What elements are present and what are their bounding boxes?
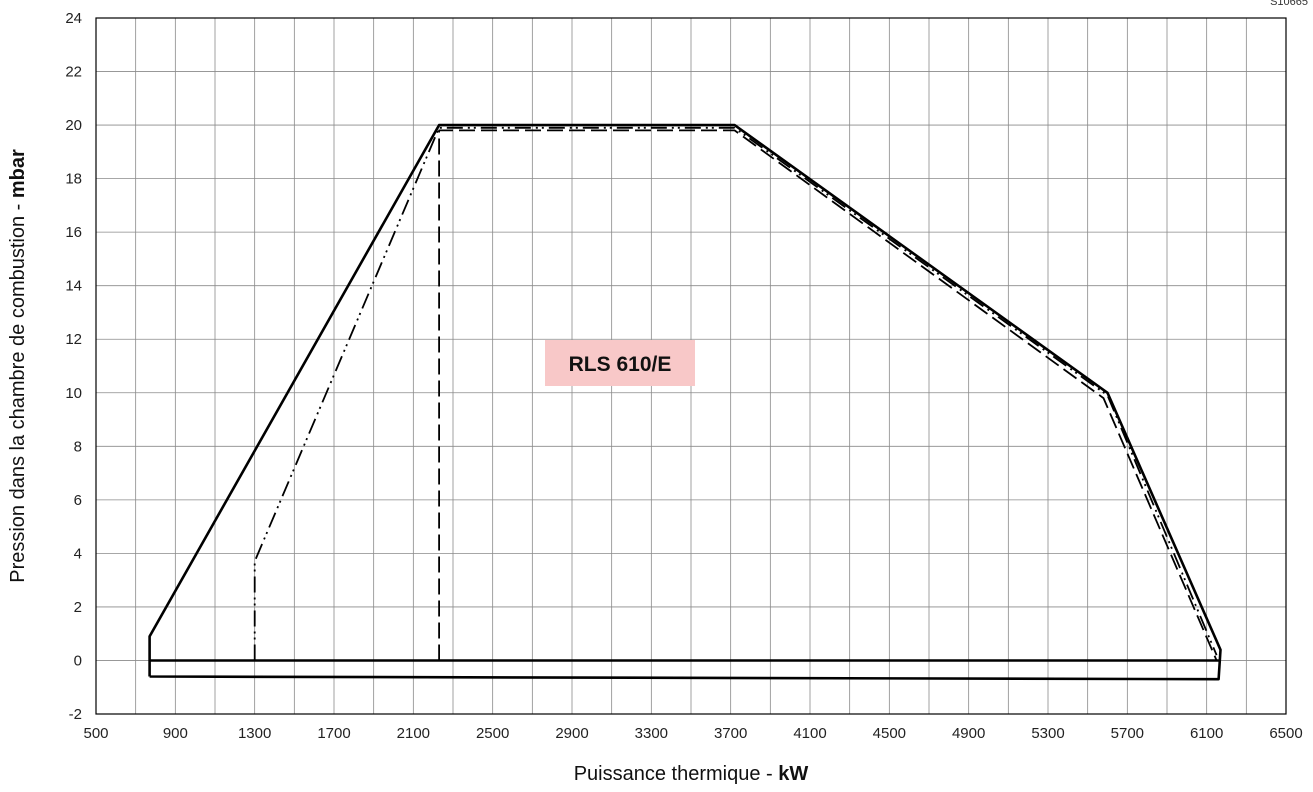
series-line-dash-dot-dot <box>253 126 1218 661</box>
x-tick-label: 500 <box>83 725 108 742</box>
series-line-solid <box>148 123 1222 681</box>
y-tick-label: 24 <box>65 10 82 27</box>
x-tick-label: 2100 <box>397 725 430 742</box>
y-axis-title-text: Pression dans la chambre de combustion - <box>7 198 29 583</box>
x-tick-label: 2900 <box>555 725 588 742</box>
y-tick-label: 8 <box>74 438 82 455</box>
y-tick-label: 18 <box>65 171 82 188</box>
model-badge-background <box>545 340 695 386</box>
y-axis-unit: mbar <box>7 149 29 198</box>
y-tick-label: 14 <box>65 278 82 295</box>
x-tick-label: 5700 <box>1111 725 1144 742</box>
x-tick-label: 5300 <box>1031 725 1064 742</box>
tick-labels: 500 900 1300 1700 2100 2500 2900 3300 3700 4100 45… <box>65 10 1302 742</box>
model-badge: RLS 610/E <box>545 340 695 386</box>
y-tick-label: 4 <box>74 545 82 562</box>
figure-code: S10665 <box>1270 0 1308 8</box>
y-tick-label: 6 <box>74 492 82 509</box>
x-tick-label: 4900 <box>952 725 985 742</box>
x-tick-label: 3700 <box>714 725 747 742</box>
y-tick-label: 0 <box>74 652 82 669</box>
x-tick-label: 6500 <box>1269 725 1302 742</box>
x-axis-unit: kW <box>778 763 808 785</box>
y-tick-label: 10 <box>65 385 82 402</box>
y-axis-title: Pression dans la chambre de combustion -… <box>7 149 29 583</box>
x-tick-label: 6100 <box>1190 725 1223 742</box>
y-tick-label: -2 <box>69 706 82 723</box>
x-tick-label: 1300 <box>238 725 271 742</box>
x-axis-title-text: Puissance thermique - <box>574 763 779 785</box>
model-badge-label: RLS 610/E <box>569 353 672 376</box>
y-tick-label: 20 <box>65 117 82 134</box>
x-tick-label: 1700 <box>317 725 350 742</box>
y-tick-label: 12 <box>65 331 82 348</box>
y-tick-label: 16 <box>65 224 82 241</box>
plot-frame <box>95 17 1287 715</box>
series-line-dashed <box>438 129 1218 661</box>
x-tick-label: 900 <box>163 725 188 742</box>
y-tick-label: 22 <box>65 64 82 81</box>
series-layer <box>148 123 1222 681</box>
x-tick-label: 4500 <box>873 725 906 742</box>
x-tick-label: 4100 <box>793 725 826 742</box>
x-axis-title: Puissance thermique - kW <box>574 763 809 785</box>
x-tick-label: 2500 <box>476 725 509 742</box>
x-tick-label: 3300 <box>635 725 668 742</box>
y-tick-label: 2 <box>74 599 82 616</box>
